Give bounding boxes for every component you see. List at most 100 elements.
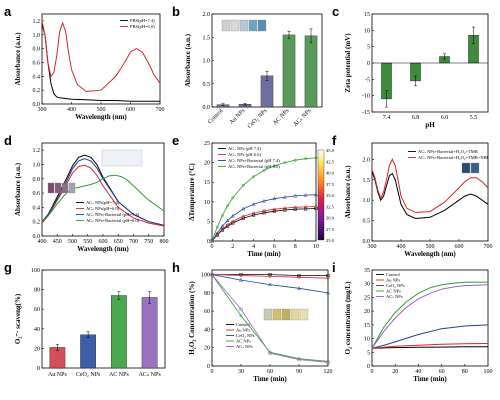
y-axis-label: ΔTemperature (°C)	[188, 163, 196, 221]
y-tick-label: 80	[204, 291, 210, 297]
data-point	[272, 209, 276, 213]
y-tick-label: 1.0	[203, 59, 211, 65]
inset-vial-image	[61, 182, 69, 194]
data-point	[239, 314, 243, 318]
plot-frame	[371, 269, 489, 367]
y-tick-label: 0.8	[33, 47, 41, 53]
data-point	[326, 290, 330, 295]
inset-vial-image	[272, 308, 282, 321]
legend-entry: Control	[386, 272, 401, 277]
x-axis-label: Wavelength (nm)	[404, 250, 456, 258]
legend-entry: PBS(pH=7.4)	[130, 18, 155, 23]
data-point	[297, 273, 301, 278]
data-point	[226, 223, 230, 227]
data-point	[239, 277, 243, 282]
x-tick-label: 30	[238, 369, 244, 375]
y-tick-label: 1.5	[203, 35, 211, 41]
y-tick-label: 15	[364, 323, 370, 329]
legend-entry: ACₛ NPs+Bacterial (pH 7.4)	[228, 158, 280, 163]
y-tick-label: 1.5	[363, 178, 371, 184]
data-point	[241, 206, 246, 211]
panel-label-d: d	[4, 133, 12, 148]
data-point	[220, 223, 225, 228]
data-point	[230, 213, 235, 218]
data-point	[215, 231, 220, 235]
bar	[304, 35, 318, 108]
x-tick-label: 40	[415, 369, 421, 375]
x-tick-label: 700	[129, 239, 138, 245]
data-point	[241, 214, 245, 218]
inset-vial-image	[230, 19, 240, 32]
panel-label-e: e	[172, 133, 179, 148]
series-line	[371, 284, 489, 349]
y-tick-label: 15	[364, 12, 370, 18]
y-tick-label: 0	[207, 239, 210, 245]
legend-entry: ACₛ NPs+Bacterial (pH=7.4)	[86, 212, 140, 217]
y-tick-label: 20	[34, 346, 40, 352]
x-axis-label: Time (min)	[247, 250, 281, 258]
data-point	[272, 164, 276, 168]
data-point	[314, 156, 318, 160]
y-tick-label: 20	[364, 309, 370, 315]
y-tick-label: -10	[362, 94, 370, 100]
plot-frame	[211, 142, 317, 242]
data-point	[220, 214, 224, 217]
panel-label-h: h	[172, 260, 180, 275]
series-line	[211, 274, 329, 279]
legend-entry: CeO₂ NPs	[386, 283, 405, 288]
category-label: 6.8	[412, 115, 420, 121]
y-axis-label: Zeta potential (mV)	[344, 33, 352, 93]
legend-entry: PBS(pH=6.0)	[130, 24, 155, 29]
data-point	[282, 194, 287, 199]
series-line	[211, 157, 317, 242]
y-tick-label: 10	[364, 28, 370, 34]
data-point	[268, 282, 272, 287]
data-point	[297, 358, 301, 362]
inset-vial-image	[47, 182, 55, 194]
data-point	[252, 211, 256, 215]
colorbar-tick-label: 40.0	[326, 171, 335, 176]
data-point	[220, 227, 224, 231]
data-point	[226, 204, 230, 208]
inset-vial-image	[470, 162, 480, 174]
data-point	[215, 225, 219, 229]
x-axis-label: Time (min)	[413, 375, 447, 383]
x-tick-label: 2	[231, 244, 234, 250]
data-point	[210, 239, 214, 243]
inset-vial-image	[239, 19, 249, 32]
legend-entry: ACₛ NPs(pH=7.4)	[86, 200, 120, 205]
chart-panel-c: -15 -10 -5 0 5 10 15 pH Zeta potential (mV) 7.4 6.…	[344, 12, 489, 129]
series-line	[211, 208, 317, 242]
inset-vial-image	[221, 19, 231, 32]
x-tick-label: 0	[211, 369, 214, 375]
data-point	[283, 208, 287, 212]
y-tick-label: 20	[204, 346, 210, 352]
y-tick-label: 20	[204, 161, 210, 167]
series-line	[371, 281, 489, 349]
x-tick-label: 550	[83, 239, 92, 245]
x-tick-label: 10	[313, 244, 319, 250]
category-label: ACₛ NPs	[139, 372, 162, 378]
y-tick-label: 2.0	[203, 12, 211, 18]
x-tick-label: 650	[114, 239, 123, 245]
legend-entry: ACₛ NPs	[386, 294, 403, 299]
y-tick-label: 1.2	[33, 148, 41, 154]
inset-vial-image	[248, 19, 258, 32]
y-axis-label: Absorbance (a.u.)	[14, 32, 22, 86]
x-tick-label: 300	[368, 244, 377, 250]
y-tick-label: 0.2	[33, 88, 41, 94]
series-line	[371, 171, 489, 220]
data-point	[303, 193, 308, 197]
x-tick-label: 450	[53, 239, 62, 245]
x-tick-label: 600	[99, 239, 108, 245]
y-tick-label: 0.6	[33, 60, 41, 66]
data-point	[231, 196, 235, 200]
legend-entry: CeO₂ NPs	[236, 333, 255, 338]
data-point	[304, 205, 308, 209]
y-tick-label: 0.6	[33, 191, 41, 197]
data-point	[239, 307, 243, 311]
legend-entry: ACₛ NPs+Bacterial (pH 6.0)	[228, 164, 280, 169]
y-axis-label: H₂O₂ Concentration (%)	[188, 281, 196, 355]
x-tick-label: 800	[160, 239, 169, 245]
